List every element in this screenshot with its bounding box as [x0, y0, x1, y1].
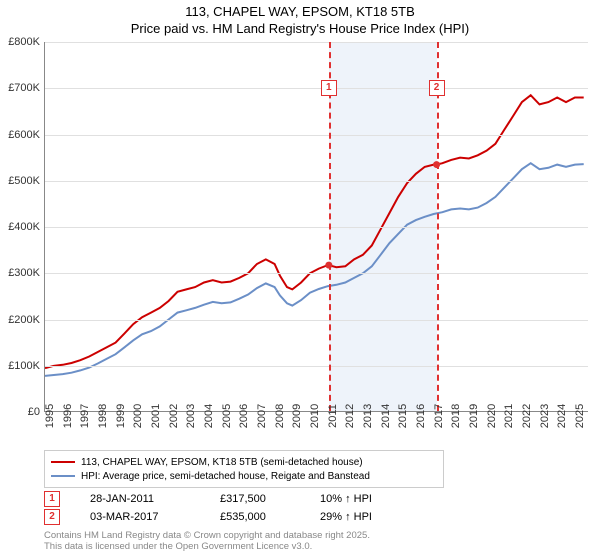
x-tick-label: 2006	[238, 404, 250, 428]
x-tick-label: 1999	[115, 404, 127, 428]
title-line-1: 113, CHAPEL WAY, EPSOM, KT18 5TB	[0, 4, 600, 21]
gridline	[45, 320, 588, 321]
legend-row-property: 113, CHAPEL WAY, EPSOM, KT18 5TB (semi-d…	[51, 455, 437, 469]
x-tick-label: 2003	[185, 404, 197, 428]
x-tick-label: 2010	[309, 404, 321, 428]
legend-row-hpi: HPI: Average price, semi-detached house,…	[51, 469, 437, 483]
x-tick-label: 2007	[256, 404, 268, 428]
annotation-date-1: 28-JAN-2011	[90, 493, 220, 505]
x-tick-label: 2015	[397, 404, 409, 428]
x-tick-label: 2012	[344, 404, 356, 428]
x-tick-label: 2005	[221, 404, 233, 428]
x-tick-label: 2022	[521, 404, 533, 428]
x-tick-label: 2016	[415, 404, 427, 428]
y-tick-label: £400K	[0, 221, 40, 233]
marker-line-1	[329, 42, 331, 411]
gridline	[45, 227, 588, 228]
x-tick-label: 2023	[539, 404, 551, 428]
x-tick-label: 2001	[150, 404, 162, 428]
x-tick-label: 2025	[574, 404, 586, 428]
x-tick-label: 1996	[62, 404, 74, 428]
legend: 113, CHAPEL WAY, EPSOM, KT18 5TB (semi-d…	[44, 450, 444, 488]
x-tick-label: 2020	[486, 404, 498, 428]
annotation-row-2: 2 03-MAR-2017 £535,000 29% ↑ HPI	[44, 508, 420, 526]
x-tick-label: 2018	[450, 404, 462, 428]
x-tick-label: 2011	[327, 404, 339, 428]
gridline	[45, 181, 588, 182]
annotation-price-2: £535,000	[220, 511, 320, 523]
legend-swatch-hpi	[51, 475, 75, 477]
legend-swatch-property	[51, 461, 75, 463]
legend-label-property: 113, CHAPEL WAY, EPSOM, KT18 5TB (semi-d…	[81, 457, 363, 468]
y-tick-label: £500K	[0, 175, 40, 187]
y-tick-label: £0	[0, 406, 40, 418]
x-tick-label: 1995	[44, 404, 56, 428]
marker-line-2	[437, 42, 439, 411]
x-tick-label: 2000	[132, 404, 144, 428]
x-tick-label: 1998	[97, 404, 109, 428]
gridline	[45, 135, 588, 136]
x-tick-label: 2021	[503, 404, 515, 428]
x-tick-label: 2013	[362, 404, 374, 428]
gridline	[45, 273, 588, 274]
x-tick-label: 1997	[79, 404, 91, 428]
annotation-price-1: £317,500	[220, 493, 320, 505]
series-hpi	[45, 163, 584, 376]
annotation-pct-2: 29% ↑ HPI	[320, 511, 420, 523]
marker-box-1: 1	[321, 80, 337, 96]
gridline	[45, 42, 588, 43]
footer-line-2: This data is licensed under the Open Gov…	[44, 541, 370, 552]
gridline	[45, 88, 588, 89]
title-line-2: Price paid vs. HM Land Registry's House …	[0, 21, 600, 38]
chart-container: 113, CHAPEL WAY, EPSOM, KT18 5TB Price p…	[0, 0, 600, 560]
plot-area: 12	[44, 42, 588, 412]
x-tick-label: 2024	[556, 404, 568, 428]
x-tick-label: 2017	[433, 404, 445, 428]
y-tick-label: £600K	[0, 129, 40, 141]
annotation-pct-1: 10% ↑ HPI	[320, 493, 420, 505]
x-tick-label: 2014	[380, 404, 392, 428]
series-property	[45, 95, 584, 368]
gridline	[45, 366, 588, 367]
annotation-date-2: 03-MAR-2017	[90, 511, 220, 523]
x-tick-label: 2002	[168, 404, 180, 428]
annotation-row-1: 1 28-JAN-2011 £317,500 10% ↑ HPI	[44, 490, 420, 508]
marker-box-2: 2	[429, 80, 445, 96]
y-tick-label: £300K	[0, 267, 40, 279]
x-tick-label: 2009	[291, 404, 303, 428]
x-tick-label: 2008	[274, 404, 286, 428]
chart-area: 12	[44, 42, 588, 412]
y-tick-label: £200K	[0, 314, 40, 326]
footer-line-1: Contains HM Land Registry data © Crown c…	[44, 530, 370, 541]
annotation-marker-2: 2	[44, 509, 60, 525]
annotation-marker-1: 1	[44, 491, 60, 507]
annotation-table: 1 28-JAN-2011 £317,500 10% ↑ HPI 2 03-MA…	[44, 490, 420, 526]
y-tick-label: £800K	[0, 36, 40, 48]
footer: Contains HM Land Registry data © Crown c…	[44, 530, 370, 553]
y-tick-label: £700K	[0, 82, 40, 94]
legend-label-hpi: HPI: Average price, semi-detached house,…	[81, 471, 370, 482]
y-tick-label: £100K	[0, 360, 40, 372]
x-tick-label: 2019	[468, 404, 480, 428]
x-tick-label: 2004	[203, 404, 215, 428]
title-block: 113, CHAPEL WAY, EPSOM, KT18 5TB Price p…	[0, 0, 600, 38]
